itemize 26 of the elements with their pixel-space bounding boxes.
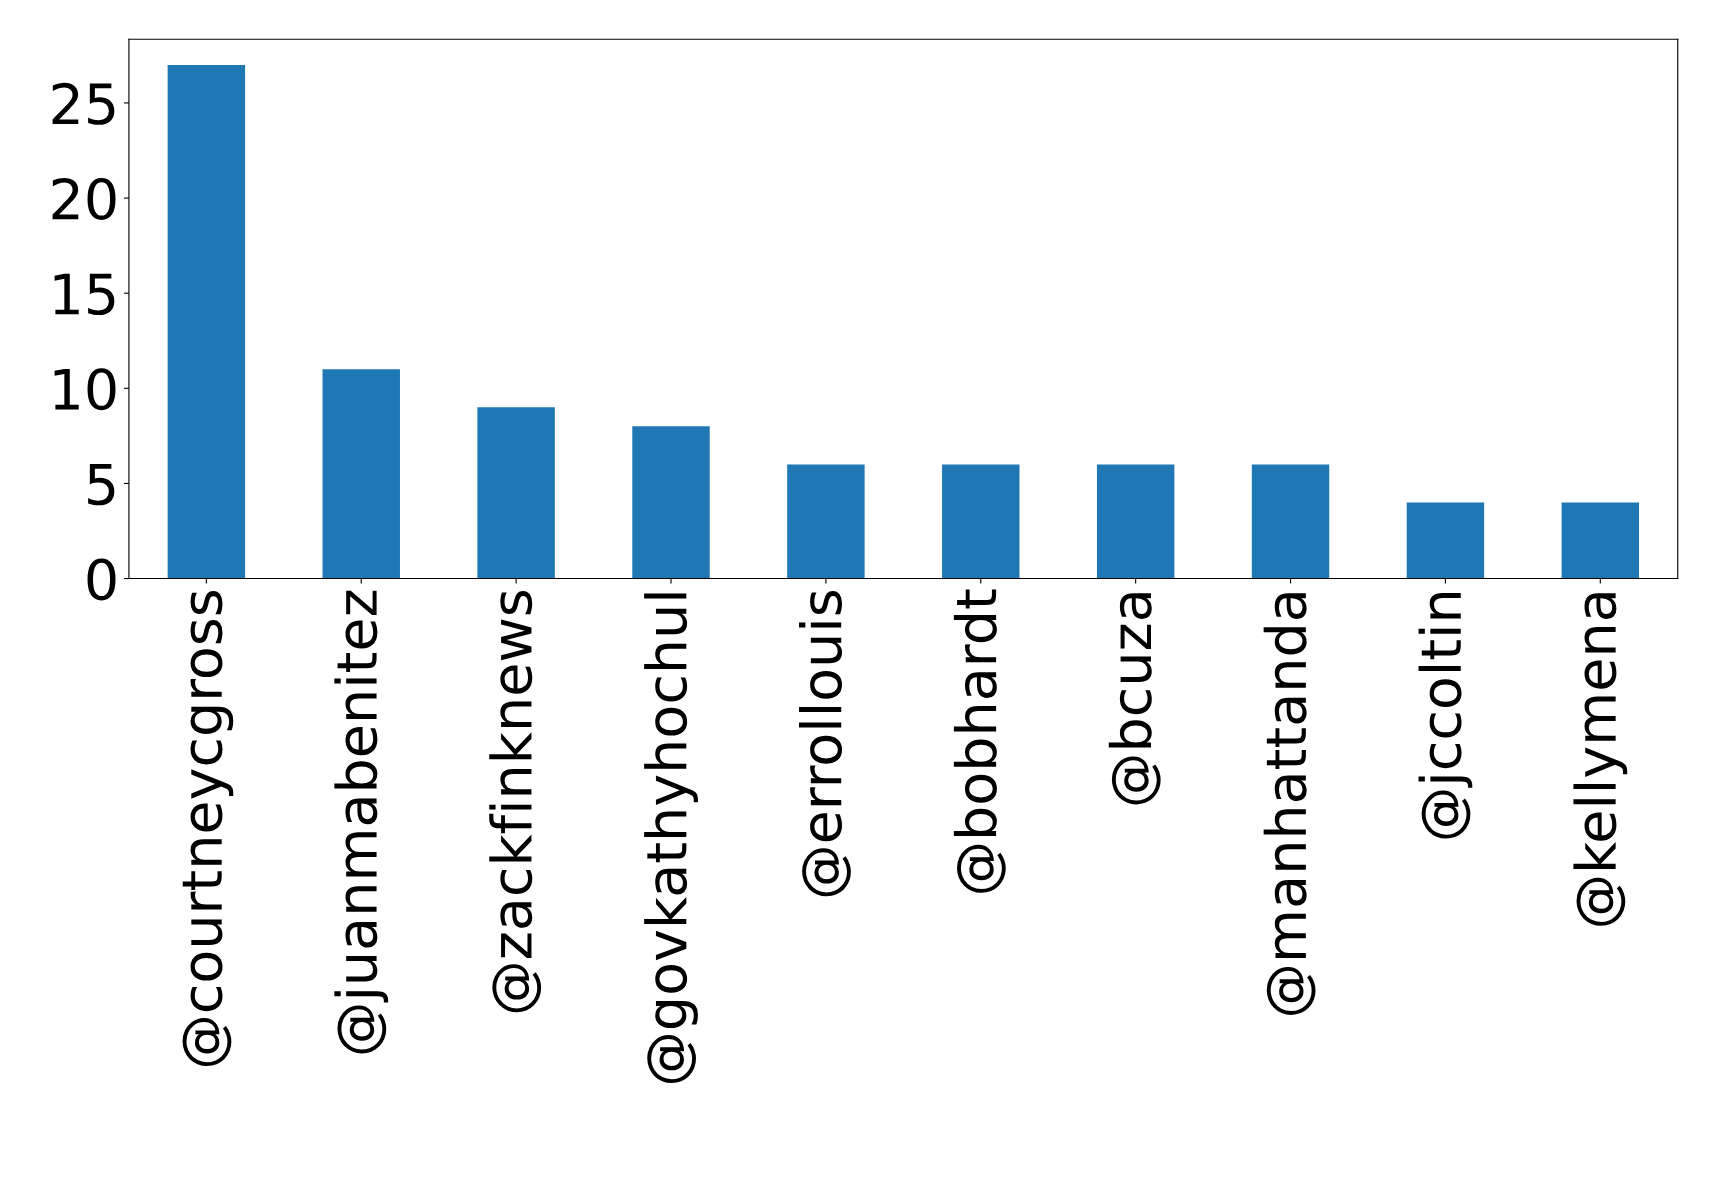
bar — [322, 369, 400, 579]
x-tick-label: @bcuza — [1108, 593, 1161, 805]
bar — [1561, 502, 1640, 579]
bar — [787, 464, 865, 579]
x-tick-label: @bobhardt — [953, 589, 1006, 893]
bar — [1251, 464, 1330, 579]
bar — [942, 464, 1020, 579]
y-tick-label: 10 — [54, 368, 116, 411]
y-tick-label: 5 — [88, 464, 115, 506]
x-tick-label: @courtneycgross — [182, 591, 234, 1067]
y-tick-label: 20 — [52, 177, 116, 220]
bar — [1406, 502, 1485, 579]
y-tick-label: 25 — [52, 82, 115, 125]
bar — [1096, 464, 1175, 579]
x-tick-label: @jccoltin — [1418, 592, 1473, 839]
x-tick-label: @manhattanda — [1263, 593, 1316, 1015]
bar — [632, 426, 710, 579]
bar — [167, 64, 246, 579]
x-tick-label: @juanmabenitez — [334, 590, 389, 1054]
x-tick-label: @govkathyhochul — [644, 593, 698, 1084]
x-tick-label: @kellymena — [1573, 593, 1628, 926]
y-tick-label: 0 — [87, 558, 116, 601]
y-tick-label: 15 — [54, 273, 115, 316]
x-tick-label: @errollouis — [799, 590, 851, 897]
x-tick-label: @zackfinknews — [489, 590, 542, 1013]
bar — [477, 407, 555, 579]
